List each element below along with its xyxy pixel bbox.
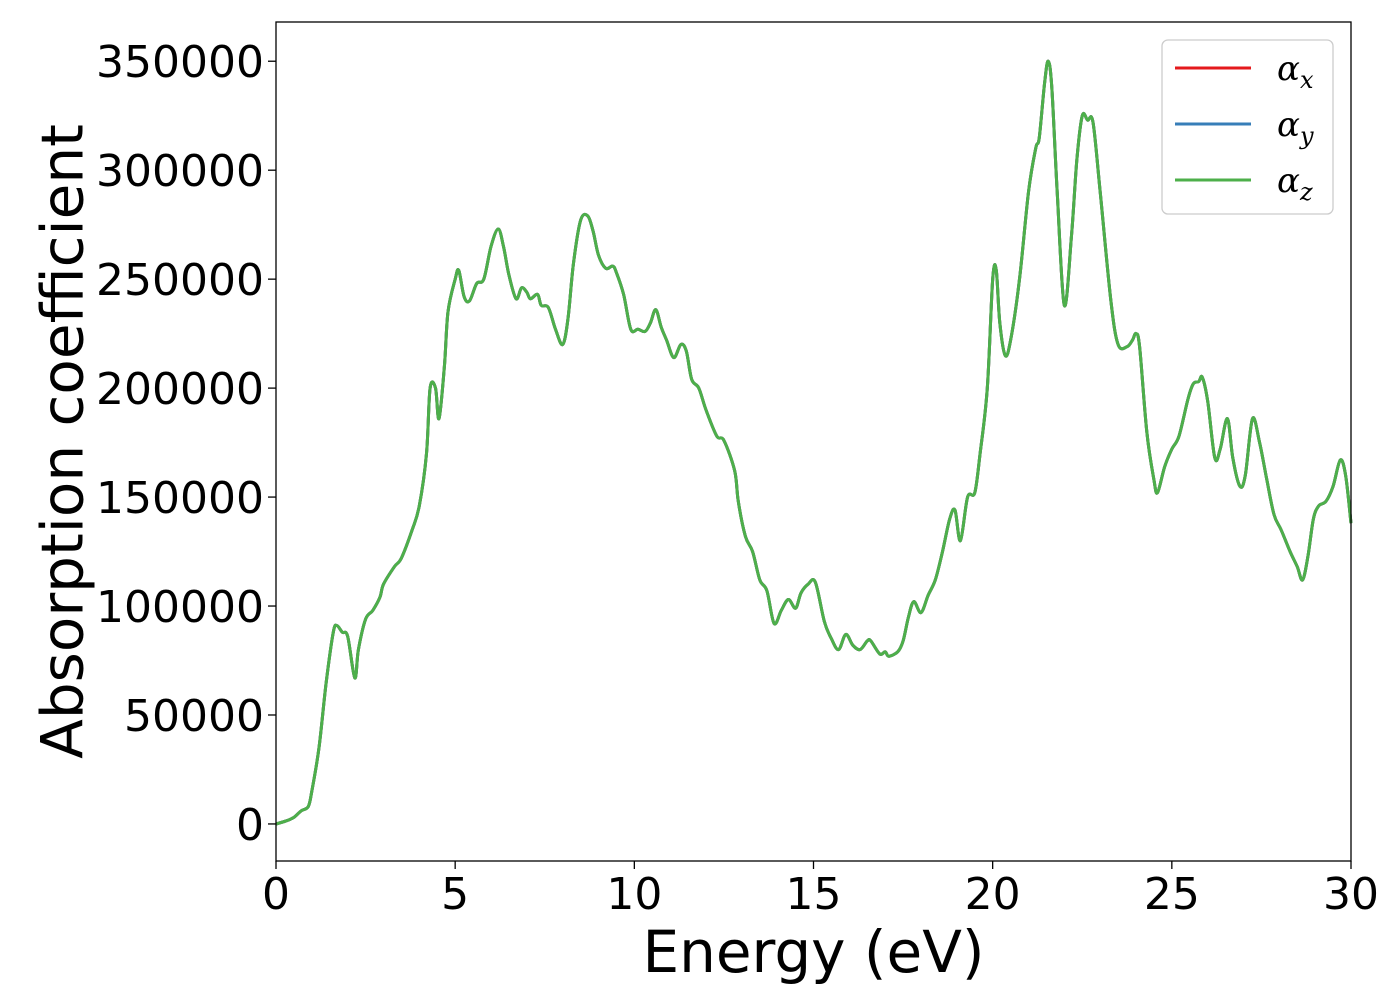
x-tick-label: 5 bbox=[441, 869, 469, 920]
series-line-alpha-z bbox=[275, 59, 1353, 826]
y-tick-label: 150000 bbox=[96, 473, 264, 524]
legend: αx αy αz bbox=[1161, 39, 1334, 215]
y-axis-label: Absorption coefficient bbox=[28, 124, 96, 759]
y-tick-label: 300000 bbox=[96, 146, 264, 197]
x-tick-label: 0 bbox=[262, 869, 290, 920]
series-layer bbox=[275, 59, 1353, 826]
y-tick-label: 0 bbox=[236, 800, 264, 851]
x-tick-label: 30 bbox=[1323, 869, 1379, 920]
x-axis-ticks: 0 5 10 15 20 25 30 bbox=[262, 861, 1379, 920]
x-tick-label: 15 bbox=[786, 869, 842, 920]
y-tick-label: 100000 bbox=[96, 582, 264, 633]
x-axis-label: Energy (eV) bbox=[642, 918, 984, 986]
x-tick-label: 25 bbox=[1144, 869, 1200, 920]
y-tick-label: 200000 bbox=[96, 364, 264, 415]
y-tick-label: 50000 bbox=[124, 691, 264, 742]
y-tick-label: 350000 bbox=[96, 37, 264, 88]
y-tick-label: 250000 bbox=[96, 255, 264, 306]
legend-box bbox=[1161, 39, 1334, 215]
x-tick-label: 20 bbox=[965, 869, 1021, 920]
y-axis-ticks: 0 50000 100000 150000 200000 250000 300000 3500… bbox=[96, 37, 276, 851]
x-tick-label: 10 bbox=[606, 869, 662, 920]
legend-label-alpha-y: αy bbox=[1277, 105, 1314, 150]
legend-label-alpha-x: αx bbox=[1277, 49, 1314, 94]
legend-label-alpha-z: αz bbox=[1277, 161, 1313, 206]
